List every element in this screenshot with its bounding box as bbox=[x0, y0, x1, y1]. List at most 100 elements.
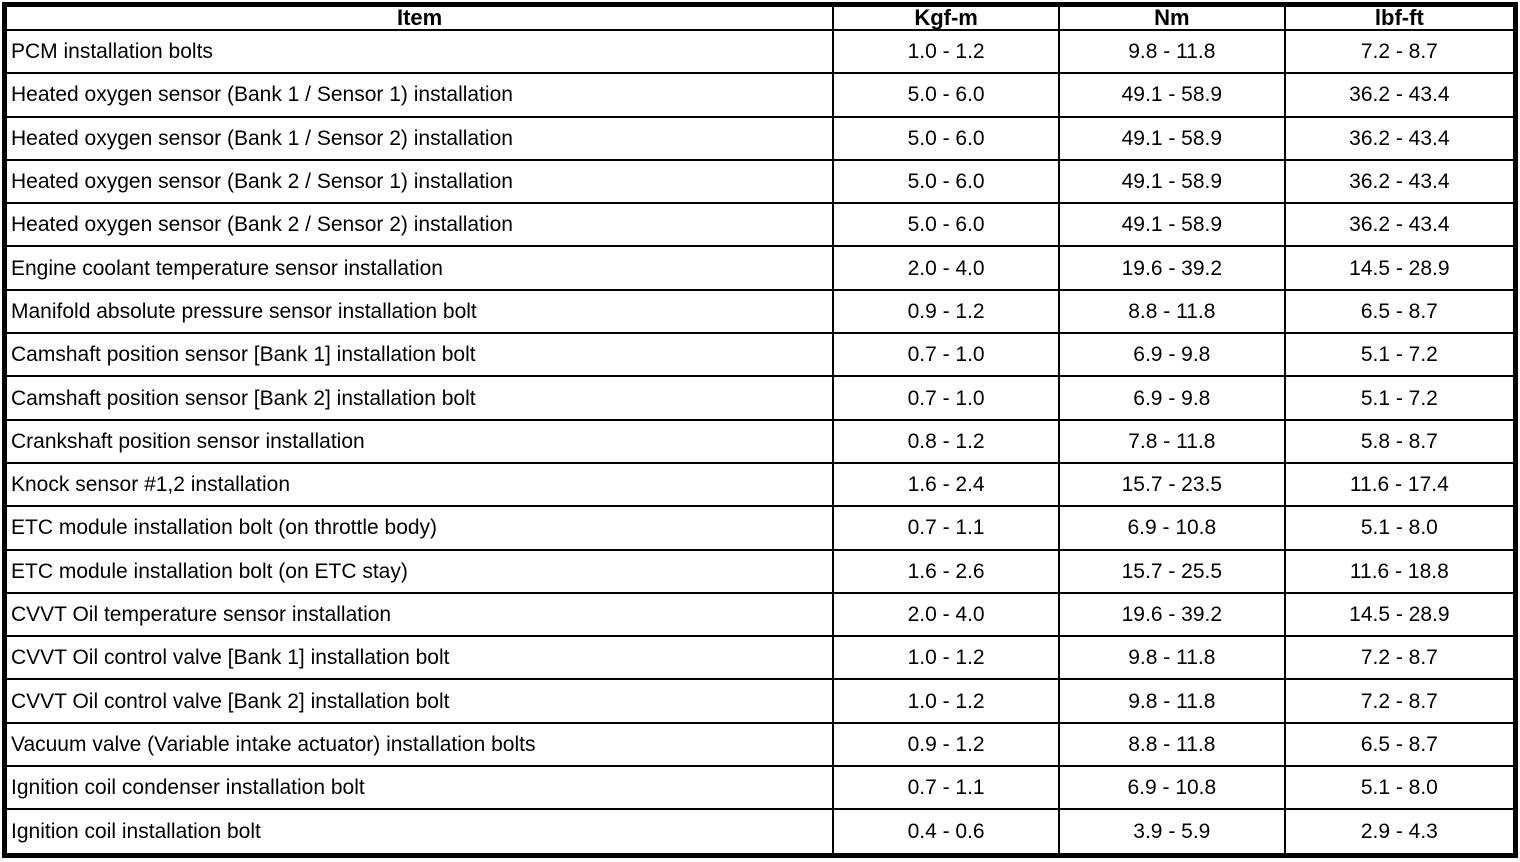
value-cell-nm: 7.8 - 11.8 bbox=[1057, 418, 1286, 464]
value-cell-kgf-m: 2.0 - 4.0 bbox=[832, 245, 1060, 291]
column-header-nm: Nm bbox=[1057, 3, 1286, 31]
value-cell-lbf-ft: 7.2 - 8.7 bbox=[1283, 678, 1517, 724]
value-cell-nm: 15.7 - 23.5 bbox=[1057, 461, 1286, 508]
table-row: Heated oxygen sensor (Bank 2 / Sensor 2)… bbox=[3, 202, 1517, 248]
value-cell-nm: 6.9 - 9.8 bbox=[1057, 332, 1286, 378]
value-cell-kgf-m: 0.7 - 1.1 bbox=[832, 765, 1060, 811]
value-cell-kgf-m: 5.0 - 6.0 bbox=[832, 115, 1060, 161]
table-row: CVVT Oil control valve [Bank 2] installa… bbox=[3, 678, 1517, 724]
table-row: Ignition coil installation bolt 0.4 - 0.6… bbox=[3, 808, 1517, 857]
value-cell-kgf-m: 1.0 - 1.2 bbox=[832, 28, 1060, 75]
value-cell-nm: 15.7 - 25.5 bbox=[1057, 548, 1286, 594]
value-cell-nm: 49.1 - 58.9 bbox=[1057, 115, 1286, 161]
item-cell: PCM installation bolts bbox=[3, 28, 835, 75]
value-cell-nm: 8.8 - 11.8 bbox=[1057, 721, 1286, 768]
value-cell-kgf-m: 0.4 - 0.6 bbox=[832, 808, 1060, 857]
value-cell-lbf-ft: 2.9 - 4.3 bbox=[1283, 808, 1517, 857]
value-cell-nm: 9.8 - 11.8 bbox=[1057, 678, 1286, 724]
value-cell-nm: 6.9 - 9.8 bbox=[1057, 375, 1286, 421]
value-cell-kgf-m: 5.0 - 6.0 bbox=[832, 202, 1060, 248]
item-cell: Camshaft position sensor [Bank 2] instal… bbox=[3, 375, 835, 421]
value-cell-nm: 9.8 - 11.8 bbox=[1057, 635, 1286, 681]
value-cell-lbf-ft: 11.6 - 18.8 bbox=[1283, 548, 1517, 594]
column-header-kgf-m: Kgf-m bbox=[832, 3, 1060, 31]
item-cell: Camshaft position sensor [Bank 1] instal… bbox=[3, 332, 835, 378]
value-cell-lbf-ft: 5.1 - 7.2 bbox=[1283, 375, 1517, 421]
column-header-item: Item bbox=[3, 3, 835, 31]
item-cell: Heated oxygen sensor (Bank 2 / Sensor 2)… bbox=[3, 202, 835, 248]
item-cell: Heated oxygen sensor (Bank 2 / Sensor 1)… bbox=[3, 158, 835, 205]
value-cell-kgf-m: 1.0 - 1.2 bbox=[832, 635, 1060, 681]
value-cell-kgf-m: 0.9 - 1.2 bbox=[832, 721, 1060, 768]
item-cell: CVVT Oil control valve [Bank 2] installa… bbox=[3, 678, 835, 724]
table-row: Heated oxygen sensor (Bank 1 / Sensor 1)… bbox=[3, 72, 1517, 118]
item-cell: Crankshaft position sensor installation bbox=[3, 418, 835, 464]
value-cell-lbf-ft: 36.2 - 43.4 bbox=[1283, 115, 1517, 161]
value-cell-kgf-m: 2.0 - 4.0 bbox=[832, 591, 1060, 638]
value-cell-nm: 6.9 - 10.8 bbox=[1057, 765, 1286, 811]
item-cell: Ignition coil condenser installation bol… bbox=[3, 765, 835, 811]
value-cell-nm: 19.6 - 39.2 bbox=[1057, 591, 1286, 638]
item-cell: CVVT Oil control valve [Bank 1] installa… bbox=[3, 635, 835, 681]
value-cell-lbf-ft: 36.2 - 43.4 bbox=[1283, 72, 1517, 118]
item-cell: Ignition coil installation bolt bbox=[3, 808, 835, 857]
item-cell: ETC module installation bolt (on ETC sta… bbox=[3, 548, 835, 594]
value-cell-lbf-ft: 14.5 - 28.9 bbox=[1283, 591, 1517, 638]
value-cell-lbf-ft: 6.5 - 8.7 bbox=[1283, 721, 1517, 768]
item-cell: ETC module installation bolt (on throttl… bbox=[3, 505, 835, 551]
table-row: Camshaft position sensor [Bank 1] instal… bbox=[3, 332, 1517, 378]
table-header-row: Item Kgf-m Nm lbf-ft bbox=[3, 3, 1517, 31]
value-cell-nm: 49.1 - 58.9 bbox=[1057, 158, 1286, 205]
table-row: Crankshaft position sensor installation 0… bbox=[3, 418, 1517, 464]
table-row: Ignition coil condenser installation bol… bbox=[3, 765, 1517, 811]
value-cell-kgf-m: 5.0 - 6.0 bbox=[832, 158, 1060, 205]
value-cell-kgf-m: 1.0 - 1.2 bbox=[832, 678, 1060, 724]
item-cell: CVVT Oil temperature sensor installation bbox=[3, 591, 835, 638]
value-cell-nm: 49.1 - 58.9 bbox=[1057, 72, 1286, 118]
column-header-lbf-ft: lbf-ft bbox=[1283, 3, 1517, 31]
value-cell-kgf-m: 0.7 - 1.0 bbox=[832, 332, 1060, 378]
value-cell-lbf-ft: 5.1 - 8.0 bbox=[1283, 765, 1517, 811]
table-row: CVVT Oil temperature sensor installation… bbox=[3, 591, 1517, 638]
table-body: PCM installation bolts 1.0 - 1.2 9.8 - 11.… bbox=[3, 28, 1517, 857]
value-cell-kgf-m: 0.8 - 1.2 bbox=[832, 418, 1060, 464]
value-cell-kgf-m: 1.6 - 2.4 bbox=[832, 461, 1060, 508]
item-cell: Manifold absolute pressure sensor instal… bbox=[3, 288, 835, 335]
value-cell-kgf-m: 0.9 - 1.2 bbox=[832, 288, 1060, 335]
value-cell-lbf-ft: 7.2 - 8.7 bbox=[1283, 635, 1517, 681]
value-cell-nm: 6.9 - 10.8 bbox=[1057, 505, 1286, 551]
value-cell-lbf-ft: 11.6 - 17.4 bbox=[1283, 461, 1517, 508]
value-cell-lbf-ft: 14.5 - 28.9 bbox=[1283, 245, 1517, 291]
table-row: Knock sensor #1,2 installation 1.6 - 2.4 1… bbox=[3, 461, 1517, 508]
table-row: Engine coolant temperature sensor instal… bbox=[3, 245, 1517, 291]
value-cell-lbf-ft: 7.2 - 8.7 bbox=[1283, 28, 1517, 75]
value-cell-kgf-m: 5.0 - 6.0 bbox=[832, 72, 1060, 118]
table-row: Heated oxygen sensor (Bank 1 / Sensor 2)… bbox=[3, 115, 1517, 161]
table-row: Camshaft position sensor [Bank 2] instal… bbox=[3, 375, 1517, 421]
item-cell: Knock sensor #1,2 installation bbox=[3, 461, 835, 508]
value-cell-kgf-m: 0.7 - 1.0 bbox=[832, 375, 1060, 421]
table-row: Manifold absolute pressure sensor instal… bbox=[3, 288, 1517, 335]
value-cell-lbf-ft: 36.2 - 43.4 bbox=[1283, 158, 1517, 205]
value-cell-nm: 9.8 - 11.8 bbox=[1057, 28, 1286, 75]
table-row: PCM installation bolts 1.0 - 1.2 9.8 - 11.… bbox=[3, 28, 1517, 75]
table-row: CVVT Oil control valve [Bank 1] installa… bbox=[3, 635, 1517, 681]
table-row: ETC module installation bolt (on throttl… bbox=[3, 505, 1517, 551]
value-cell-kgf-m: 1.6 - 2.6 bbox=[832, 548, 1060, 594]
value-cell-lbf-ft: 5.1 - 7.2 bbox=[1283, 332, 1517, 378]
item-cell: Vacuum valve (Variable intake actuator) … bbox=[3, 721, 835, 768]
value-cell-nm: 49.1 - 58.9 bbox=[1057, 202, 1286, 248]
table-row: ETC module installation bolt (on ETC sta… bbox=[3, 548, 1517, 594]
item-cell: Heated oxygen sensor (Bank 1 / Sensor 2)… bbox=[3, 115, 835, 161]
item-cell: Engine coolant temperature sensor instal… bbox=[3, 245, 835, 291]
value-cell-lbf-ft: 36.2 - 43.4 bbox=[1283, 202, 1517, 248]
value-cell-lbf-ft: 5.1 - 8.0 bbox=[1283, 505, 1517, 551]
item-cell: Heated oxygen sensor (Bank 1 / Sensor 1)… bbox=[3, 72, 835, 118]
value-cell-nm: 8.8 - 11.8 bbox=[1057, 288, 1286, 335]
value-cell-lbf-ft: 6.5 - 8.7 bbox=[1283, 288, 1517, 335]
value-cell-kgf-m: 0.7 - 1.1 bbox=[832, 505, 1060, 551]
table-row: Vacuum valve (Variable intake actuator) … bbox=[3, 721, 1517, 768]
table-row: Heated oxygen sensor (Bank 2 / Sensor 1)… bbox=[3, 158, 1517, 205]
value-cell-nm: 3.9 - 5.9 bbox=[1057, 808, 1286, 857]
